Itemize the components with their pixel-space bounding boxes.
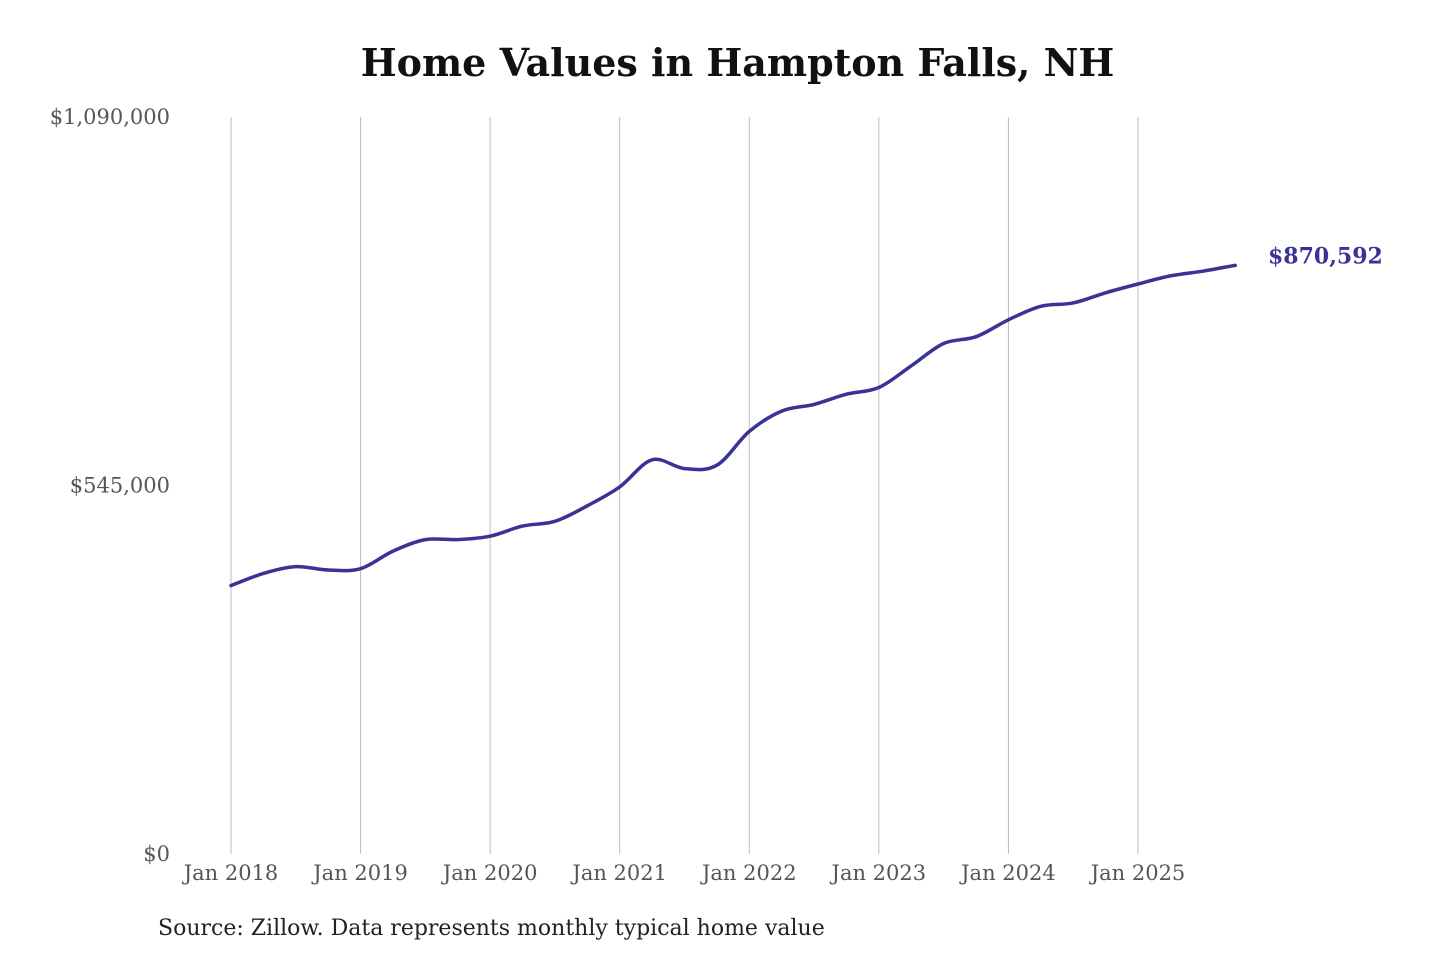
data-point xyxy=(488,534,492,538)
data-point xyxy=(1136,282,1140,286)
x-tick-label: Jan 2020 xyxy=(441,861,538,885)
chart-title: Home Values in Hampton Falls, NH xyxy=(360,40,1115,85)
source-note: Source: Zillow. Data represents monthly … xyxy=(158,916,825,941)
data-point xyxy=(585,504,589,508)
x-tick-label: Jan 2025 xyxy=(1089,861,1186,885)
end-value-label: $870,592 xyxy=(1268,243,1383,269)
data-point xyxy=(229,584,233,588)
data-point xyxy=(974,335,978,339)
data-point xyxy=(456,538,460,542)
data-point xyxy=(909,364,913,368)
data-point xyxy=(1071,301,1075,305)
data-point xyxy=(294,565,298,569)
data-point xyxy=(261,571,265,575)
data-point xyxy=(812,402,816,406)
data-point xyxy=(1104,291,1108,295)
x-tick-label: Jan 2023 xyxy=(830,861,927,885)
series-layer xyxy=(229,263,1237,588)
y-tick-label: $1,090,000 xyxy=(50,105,170,129)
x-tick-label: Jan 2021 xyxy=(570,861,667,885)
data-point xyxy=(423,538,427,542)
x-tick-label: Jan 2024 xyxy=(959,861,1056,885)
data-point xyxy=(942,342,946,346)
data-point xyxy=(780,409,784,413)
data-point xyxy=(553,519,557,523)
data-point xyxy=(877,385,881,389)
x-axis-tick-labels: Jan 2018 Jan 2019 Jan 2020 Jan 2021 Jan 2022… xyxy=(182,861,1186,885)
data-point xyxy=(359,567,363,571)
data-point xyxy=(1039,304,1043,308)
annotation-layer: $870,592 xyxy=(1268,243,1383,269)
y-axis-tick-labels: $0 $545,000 $1,090,000 xyxy=(50,105,170,866)
y-tick-label: $0 xyxy=(143,842,170,866)
data-point xyxy=(521,524,525,528)
data-point xyxy=(326,568,330,572)
series-line xyxy=(229,263,1237,588)
data-point xyxy=(618,485,622,489)
x-tick-label: Jan 2018 xyxy=(182,861,279,885)
data-point xyxy=(844,392,848,396)
y-tick-label: $545,000 xyxy=(70,474,170,498)
data-point xyxy=(1168,274,1172,278)
data-point xyxy=(683,467,687,471)
data-point xyxy=(650,458,654,462)
data-point xyxy=(747,429,751,433)
data-point xyxy=(391,549,395,553)
data-point xyxy=(715,463,719,467)
data-point xyxy=(1201,269,1205,273)
x-tick-label: Jan 2022 xyxy=(700,861,797,885)
grid-lines xyxy=(230,117,1139,854)
x-tick-label: Jan 2019 xyxy=(311,861,408,885)
data-point xyxy=(1233,263,1237,267)
data-point xyxy=(1006,318,1010,322)
